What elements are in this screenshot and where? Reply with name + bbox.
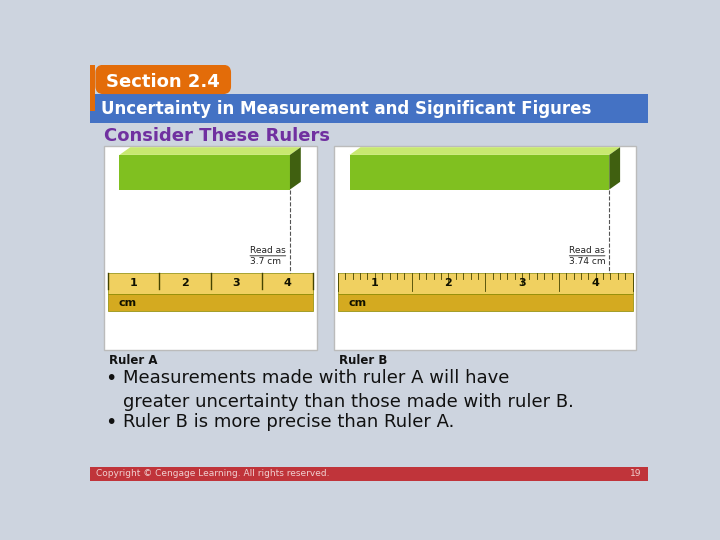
Text: 4: 4 bbox=[284, 279, 292, 288]
Bar bbox=[120, 155, 290, 190]
Text: Ruler B is more precise than Ruler A.: Ruler B is more precise than Ruler A. bbox=[122, 413, 454, 431]
Bar bbox=[90, 65, 96, 111]
Bar bbox=[338, 273, 632, 294]
Bar bbox=[338, 294, 632, 311]
Polygon shape bbox=[290, 147, 301, 190]
Text: 1: 1 bbox=[371, 279, 379, 288]
Polygon shape bbox=[609, 147, 620, 190]
Text: •: • bbox=[106, 369, 117, 388]
FancyBboxPatch shape bbox=[104, 146, 317, 350]
Text: Ruler A: Ruler A bbox=[109, 354, 157, 367]
Bar bbox=[108, 294, 313, 311]
Text: 2: 2 bbox=[444, 279, 452, 288]
Text: 1: 1 bbox=[130, 279, 138, 288]
Text: Section 2.4: Section 2.4 bbox=[106, 73, 220, 91]
Bar bbox=[90, 467, 648, 481]
FancyBboxPatch shape bbox=[334, 146, 636, 350]
Text: Ruler B: Ruler B bbox=[339, 354, 387, 367]
Text: Read as
3.74 cm: Read as 3.74 cm bbox=[569, 246, 606, 266]
Text: 19: 19 bbox=[630, 469, 642, 478]
Text: cm: cm bbox=[349, 298, 367, 308]
Text: cm: cm bbox=[119, 298, 137, 308]
Text: •: • bbox=[106, 413, 117, 432]
Polygon shape bbox=[120, 147, 301, 155]
Text: 2: 2 bbox=[181, 279, 189, 288]
FancyBboxPatch shape bbox=[96, 65, 231, 94]
Text: 3: 3 bbox=[518, 279, 526, 288]
Text: Read as
3.7 cm: Read as 3.7 cm bbox=[250, 246, 285, 266]
Bar bbox=[108, 273, 313, 294]
Text: 3: 3 bbox=[233, 279, 240, 288]
Bar bbox=[350, 155, 609, 190]
Text: Consider These Rulers: Consider These Rulers bbox=[104, 127, 330, 145]
Text: Uncertainty in Measurement and Significant Figures: Uncertainty in Measurement and Significa… bbox=[101, 100, 591, 118]
Text: Copyright © Cengage Learning. All rights reserved.: Copyright © Cengage Learning. All rights… bbox=[96, 469, 330, 478]
Text: Measurements made with ruler A will have
greater uncertainty than those made wit: Measurements made with ruler A will have… bbox=[122, 369, 573, 411]
Text: 4: 4 bbox=[592, 279, 600, 288]
Polygon shape bbox=[350, 147, 620, 155]
Bar bbox=[90, 94, 648, 123]
